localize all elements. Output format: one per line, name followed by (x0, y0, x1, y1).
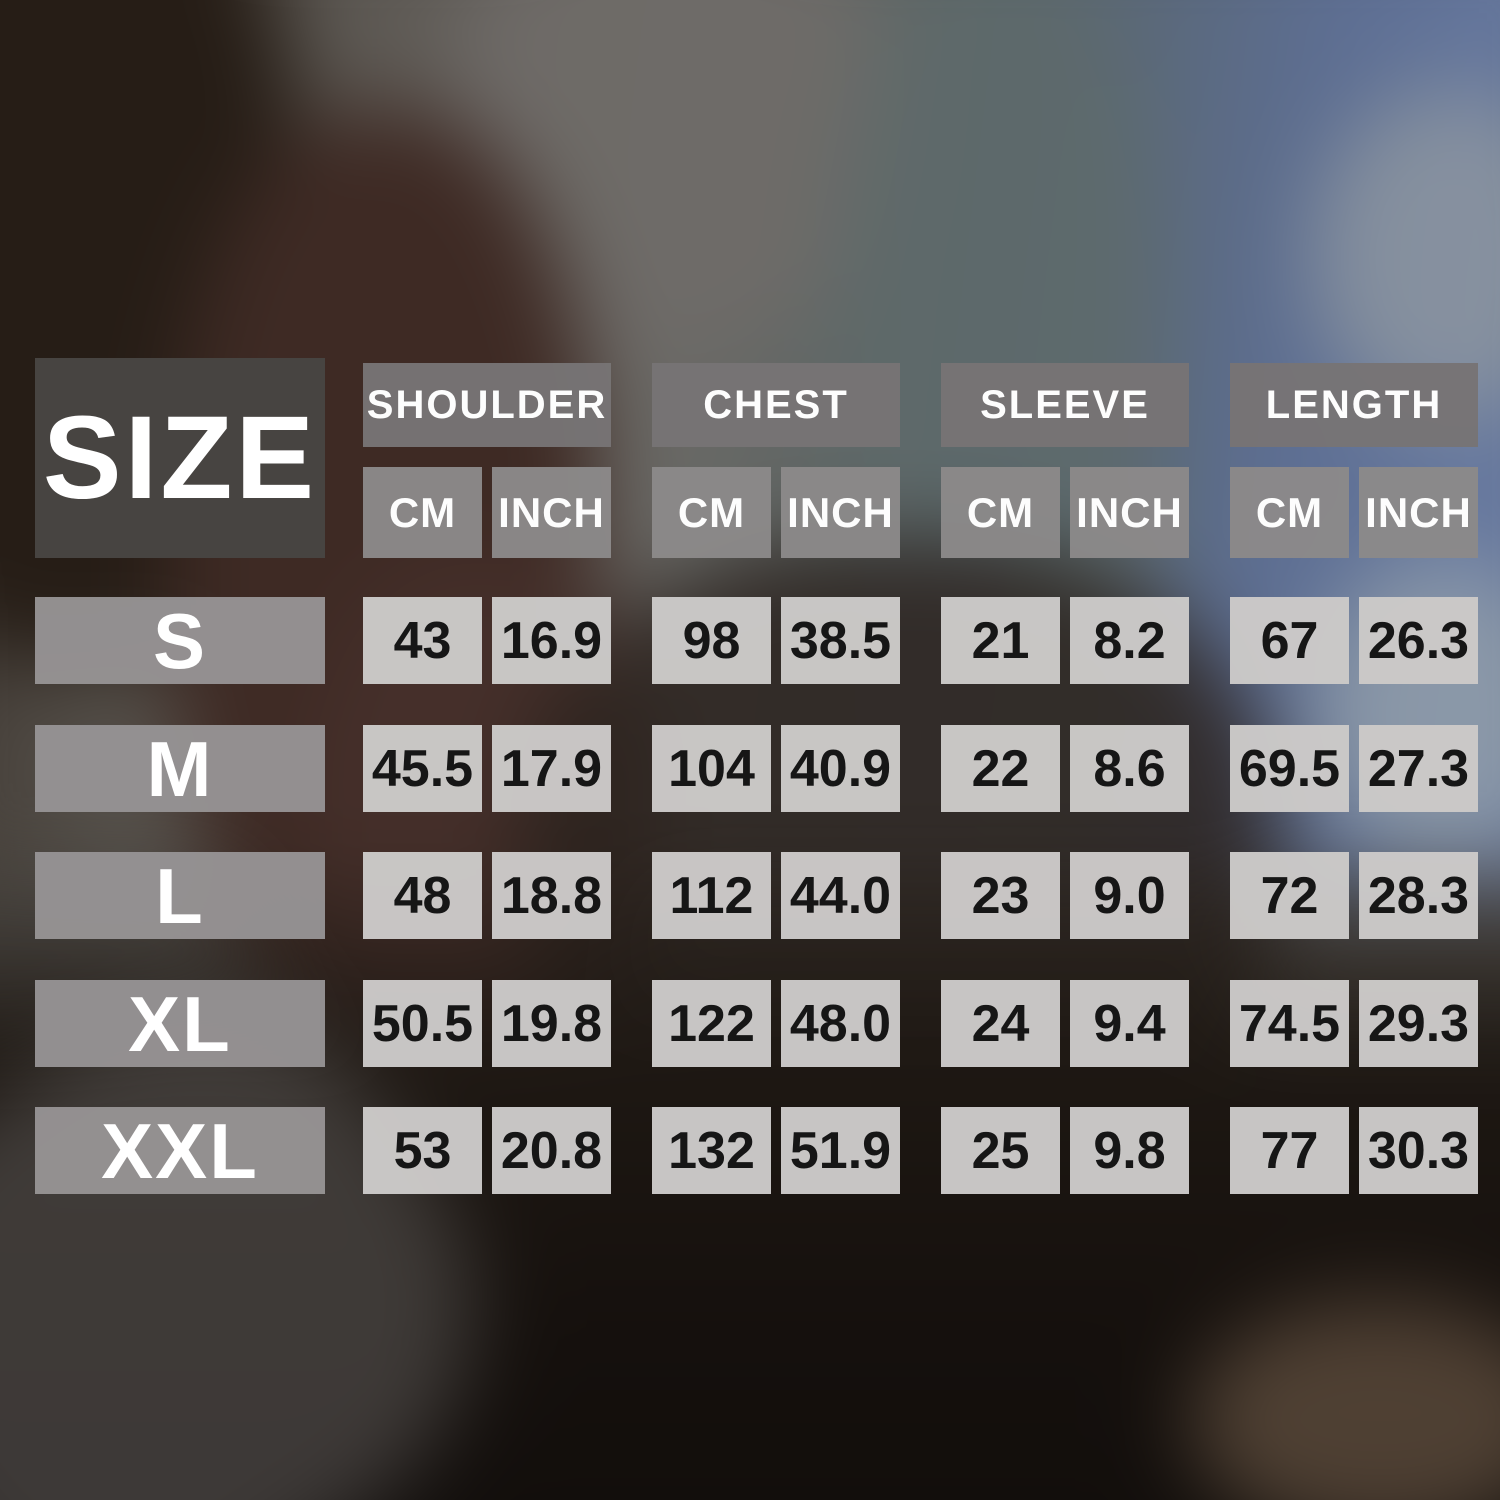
value-cell: 16.9 (492, 597, 611, 684)
value-cell: 9.0 (1070, 852, 1189, 939)
value-cell: 20.8 (492, 1107, 611, 1194)
column-header-length: LENGTH (1230, 363, 1478, 447)
value-cell: 8.2 (1070, 597, 1189, 684)
value-cell: 53 (363, 1107, 482, 1194)
value-cell: 9.8 (1070, 1107, 1189, 1194)
value-cell: 26.3 (1359, 597, 1478, 684)
row-label-l: L (35, 852, 325, 939)
value-cell: 18.8 (492, 852, 611, 939)
value-cell: 104 (652, 725, 771, 812)
value-cell: 38.5 (781, 597, 900, 684)
value-cell: 21 (941, 597, 1060, 684)
value-cell: 28.3 (1359, 852, 1478, 939)
unit-header-inch: INCH (1359, 467, 1478, 558)
value-cell: 22 (941, 725, 1060, 812)
value-cell: 48.0 (781, 980, 900, 1067)
value-cell: 74.5 (1230, 980, 1349, 1067)
value-cell: 77 (1230, 1107, 1349, 1194)
value-cell: 29.3 (1359, 980, 1478, 1067)
value-cell: 51.9 (781, 1107, 900, 1194)
row-label-s: S (35, 597, 325, 684)
value-cell: 40.9 (781, 725, 900, 812)
row-label-xxl: XXL (35, 1107, 325, 1194)
value-cell: 24 (941, 980, 1060, 1067)
value-cell: 132 (652, 1107, 771, 1194)
unit-header-inch: INCH (1070, 467, 1189, 558)
value-cell: 30.3 (1359, 1107, 1478, 1194)
value-cell: 44.0 (781, 852, 900, 939)
value-cell: 112 (652, 852, 771, 939)
value-cell: 67 (1230, 597, 1349, 684)
column-header-sleeve: SLEEVE (941, 363, 1189, 447)
value-cell: 48 (363, 852, 482, 939)
value-cell: 72 (1230, 852, 1349, 939)
value-cell: 19.8 (492, 980, 611, 1067)
value-cell: 43 (363, 597, 482, 684)
value-cell: 17.9 (492, 725, 611, 812)
value-cell: 23 (941, 852, 1060, 939)
column-header-chest: CHEST (652, 363, 900, 447)
value-cell: 45.5 (363, 725, 482, 812)
row-label-xl: XL (35, 980, 325, 1067)
value-cell: 8.6 (1070, 725, 1189, 812)
value-cell: 122 (652, 980, 771, 1067)
column-header-shoulder: SHOULDER (363, 363, 611, 447)
value-cell: 69.5 (1230, 725, 1349, 812)
value-cell: 50.5 (363, 980, 482, 1067)
unit-header-cm: CM (1230, 467, 1349, 558)
value-cell: 9.4 (1070, 980, 1189, 1067)
value-cell: 98 (652, 597, 771, 684)
unit-header-inch: INCH (492, 467, 611, 558)
unit-header-cm: CM (652, 467, 771, 558)
unit-header-cm: CM (941, 467, 1060, 558)
row-label-m: M (35, 725, 325, 812)
unit-header-inch: INCH (781, 467, 900, 558)
value-cell: 27.3 (1359, 725, 1478, 812)
unit-header-cm: CM (363, 467, 482, 558)
value-cell: 25 (941, 1107, 1060, 1194)
size-title: SIZE (35, 358, 325, 558)
